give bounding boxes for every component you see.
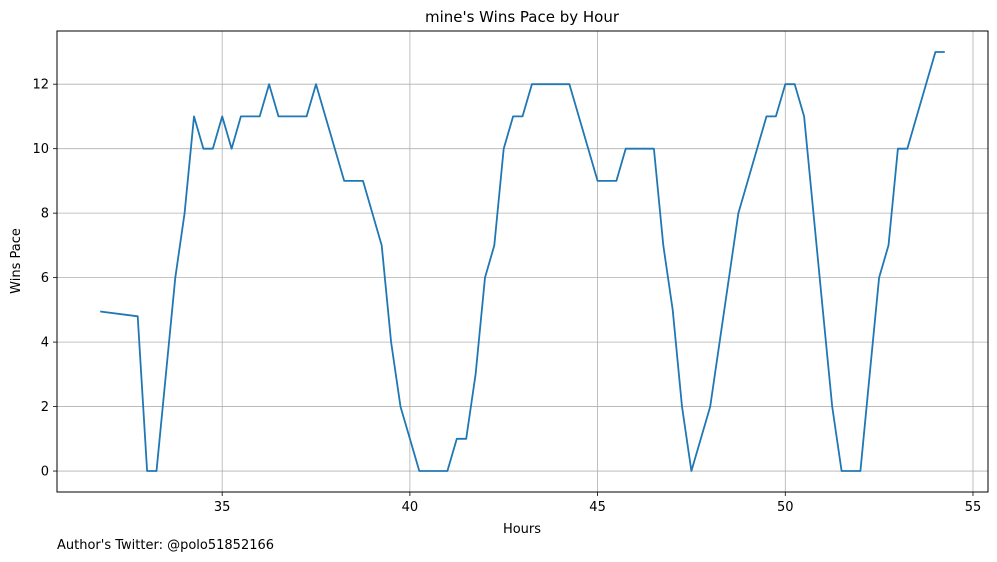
y-tick-label: 8 — [41, 207, 49, 222]
y-tick-label: 10 — [32, 142, 49, 157]
y-tick-label: 4 — [41, 336, 49, 351]
x-tick-label: 50 — [777, 500, 794, 515]
x-tick-label: 55 — [965, 500, 982, 515]
y-axis: 0 2 4 6 8 10 12 — [32, 78, 57, 480]
y-tick-label: 0 — [41, 465, 49, 480]
author-twitter-note: Author's Twitter: @polo51852166 — [57, 538, 275, 553]
x-tick-label: 45 — [589, 500, 606, 515]
x-axis: 35 40 45 50 55 — [214, 492, 981, 515]
y-tick-label: 12 — [32, 78, 49, 93]
x-axis-label: Hours — [503, 522, 541, 537]
y-axis-label: Wins Pace — [9, 228, 24, 294]
x-tick-label: 35 — [214, 500, 231, 515]
y-tick-label: 2 — [41, 400, 49, 415]
y-tick-label: 6 — [41, 271, 49, 286]
series-line-wins-pace — [100, 51, 945, 472]
grid-lines — [57, 31, 988, 492]
plot-area-frame — [56, 30, 989, 493]
x-tick-label: 40 — [402, 500, 419, 515]
chart-title: mine's Wins Pace by Hour — [425, 8, 620, 26]
